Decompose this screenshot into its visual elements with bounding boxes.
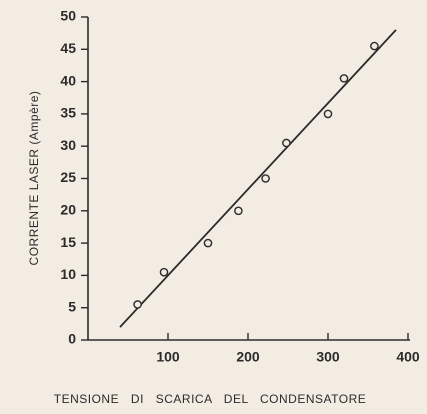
x-tick-label: 300 <box>316 349 340 365</box>
y-tick-label: 0 <box>68 331 76 347</box>
fit-line <box>119 29 397 328</box>
y-tick-label: 20 <box>60 202 76 218</box>
data-point <box>234 206 243 216</box>
x-tick-label: 400 <box>396 349 420 365</box>
y-tick-label: 30 <box>60 137 76 153</box>
data-point <box>133 300 142 309</box>
data-point <box>370 41 379 51</box>
data-point <box>282 138 291 148</box>
y-tick-label: 15 <box>60 234 76 250</box>
y-tick-label: 40 <box>60 72 76 88</box>
y-axis-label: CORRENTE LASER (Ampère) <box>27 91 41 266</box>
data-point <box>159 267 169 277</box>
y-tick-label: 25 <box>60 169 76 185</box>
x-tick-label: 100 <box>156 349 180 365</box>
x-axis-label: TENSIONE DI SCARICA DEL CONDENSATORE <box>54 392 367 406</box>
y-tick-label: 10 <box>60 266 76 282</box>
y-tick-label: 35 <box>60 105 76 121</box>
data-point <box>323 109 333 119</box>
y-tick-label: 45 <box>60 40 76 56</box>
x-tick-label: 200 <box>236 349 260 365</box>
y-tick-label: 5 <box>68 298 76 314</box>
data-point <box>339 74 349 83</box>
data-point <box>203 238 213 248</box>
data-point <box>261 174 270 183</box>
y-tick-label: 50 <box>60 8 76 24</box>
